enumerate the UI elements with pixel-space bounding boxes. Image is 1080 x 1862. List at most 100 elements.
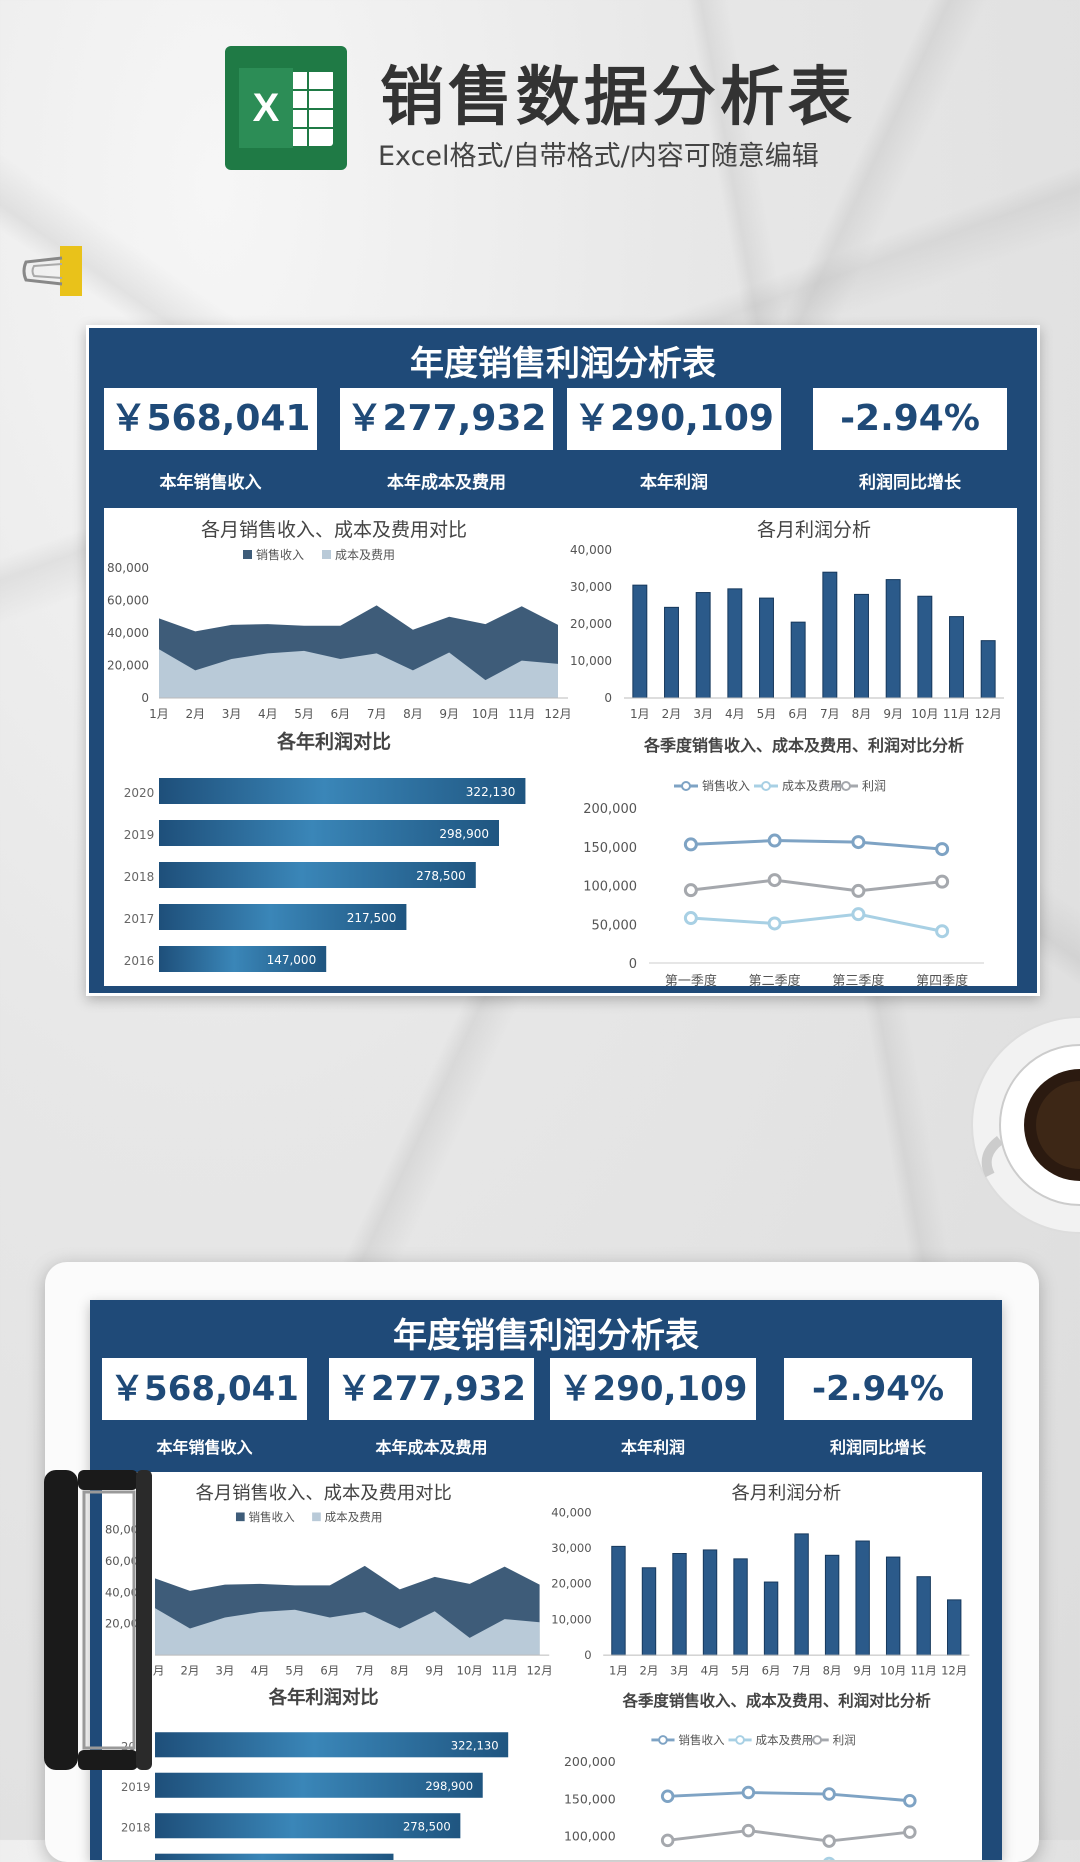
quarterly-point: [767, 916, 782, 931]
excel-icon: X: [225, 46, 347, 170]
bar-x-tick: 12月: [975, 707, 1002, 721]
quarterly-legend-marker: [658, 1735, 668, 1745]
yearly-category-label: 2016: [124, 954, 155, 968]
quarterly-point: [935, 924, 950, 939]
monthly-profit-bar: [611, 1545, 626, 1656]
quarterly-y-tick: 200,000: [564, 1754, 616, 1769]
quarterly-point: [683, 837, 698, 852]
bar-y-tick: 10,000: [570, 654, 612, 668]
yearly-value-label: 147,000: [267, 953, 317, 967]
kpi-growth-label: 利润同比增长: [859, 473, 961, 493]
quarterly-legend-marker: [841, 781, 851, 791]
quarterly-y-tick: 50,000: [592, 918, 638, 933]
yearly-profit-bar: [155, 1732, 509, 1758]
monthly-profit-bar: [854, 593, 869, 699]
yearly-value-label: 217,500: [347, 911, 397, 925]
yearly-chart-title: 各年利润对比: [276, 730, 391, 753]
monthly-profit-bar: [855, 1540, 870, 1656]
bar-x-tick: 3月: [670, 1663, 689, 1677]
quarterly-point: [903, 1825, 917, 1839]
page-subtitle: Excel格式/自带格式/内容可随意编辑: [378, 141, 819, 172]
quarterly-legend-marker: [681, 781, 691, 791]
quarterly-x-tick: 第三季度: [832, 973, 884, 986]
area-x-tick: 10月: [472, 707, 499, 721]
quarterly-legend-label: 成本及费用: [755, 1733, 813, 1747]
bar-x-tick: 11月: [943, 707, 970, 721]
quarterly-y-tick: 100,000: [564, 1829, 616, 1844]
area-x-tick: 6月: [331, 707, 351, 721]
page-header: X 销售数据分析表 Excel格式/自带格式/内容可随意编辑: [225, 46, 985, 176]
bar-x-tick: 5月: [731, 1663, 750, 1677]
yearly-value-label: 278,500: [403, 1820, 451, 1834]
quarterly-series-line: [690, 878, 943, 893]
monthly-profit-bar: [824, 1554, 840, 1656]
bar-y-tick: 40,000: [570, 543, 612, 557]
area-x-tick: 8月: [403, 707, 423, 721]
legend-swatch-cost: [312, 1512, 321, 1522]
quarterly-point: [741, 1785, 756, 1800]
quarterly-series-line: [690, 839, 943, 851]
area-x-tick: 9月: [439, 707, 459, 721]
quarterly-point: [767, 833, 782, 848]
area-x-tick: 12月: [544, 707, 571, 721]
area-y-tick: 0: [141, 691, 149, 705]
monthly-profit-bar: [672, 1553, 687, 1656]
legend-swatch-revenue: [243, 550, 252, 559]
kpi-cost-label: 本年成本及费用: [387, 473, 506, 493]
monthly-profit-bar: [763, 1581, 779, 1656]
bar-x-tick: 8月: [852, 707, 872, 721]
bar-x-tick: 6月: [788, 707, 808, 721]
quarterly-point: [683, 911, 698, 926]
bar-x-tick: 1月: [609, 1663, 628, 1677]
quarterly-series-line: [667, 1791, 910, 1803]
quarterly-chart-title: 各季度销售收入、成本及费用、利润对比分析: [643, 736, 964, 755]
yearly-profit-bar: [159, 778, 526, 804]
quarterly-legend-label: 利润: [833, 1733, 856, 1747]
quarterly-chart-title: 各季度销售收入、成本及费用、利润对比分析: [622, 1691, 932, 1710]
bar-chart-title: 各月利润分析: [731, 1483, 841, 1504]
area-chart-title: 各月销售收入、成本及费用对比: [196, 1483, 452, 1504]
quarterly-point: [823, 1856, 835, 1860]
monthly-profit-bar: [702, 1549, 718, 1656]
sheet-title: 年度销售利润分析表: [410, 344, 716, 384]
kpi-revenue-value: ￥568,041: [104, 388, 317, 450]
page-title: 销售数据分析表: [380, 61, 856, 135]
legend-swatch-cost: [322, 550, 331, 559]
kpi-growth-value: -2.94%: [813, 388, 1007, 450]
monthly-profit-bar: [947, 1599, 962, 1656]
bar-x-tick: 4月: [725, 707, 745, 721]
coffee-cup-icon: [971, 1016, 1080, 1234]
yearly-profit-bar: [155, 1853, 394, 1860]
monthly-profit-bar: [980, 640, 996, 699]
quarterly-legend-label: 销售收入: [702, 778, 750, 793]
area-x-tick: 4月: [250, 1663, 269, 1677]
bar-y-tick: 30,000: [570, 580, 612, 594]
kpi-growth-value: -2.94%: [784, 1358, 972, 1420]
area-x-tick: 3月: [215, 1663, 234, 1677]
kpi-profit-label: 本年利润: [620, 1438, 685, 1457]
monthly-profit-bar: [641, 1567, 657, 1656]
legend-label-revenue: 销售收入: [249, 1510, 296, 1524]
legend-label-cost: 成本及费用: [335, 548, 395, 562]
area-x-tick: 8月: [390, 1663, 409, 1677]
yearly-category-label: 2017: [124, 912, 155, 926]
yearly-value-label: 298,900: [425, 1779, 473, 1793]
monthly-profit-bar: [790, 621, 806, 699]
kpi-cost-value: ￥277,932: [329, 1358, 534, 1420]
kpi-profit-value: ￥290,109: [550, 1358, 756, 1420]
clipboard-clamp-icon: [44, 1470, 152, 1770]
quarterly-legend-label: 利润: [862, 779, 886, 793]
yearly-profit-bar: [159, 904, 407, 930]
bar-x-tick: 3月: [693, 707, 713, 721]
charts-svg: 各月销售收入、成本及费用对比销售收入成本及费用020,00040,00060,0…: [105, 1483, 970, 1860]
legend-swatch-revenue: [235, 1512, 245, 1522]
kpi-revenue-label: 本年销售收入: [156, 1438, 253, 1457]
bar-y-tick: 10,000: [551, 1612, 591, 1626]
quarterly-legend-marker: [812, 1735, 822, 1745]
bar-y-tick: 0: [584, 1648, 591, 1662]
bar-y-tick: 40,000: [551, 1505, 591, 1519]
quarterly-point: [822, 1834, 836, 1848]
excel-logo-letter: X: [239, 68, 293, 148]
yearly-profit-bar: [155, 1813, 461, 1839]
